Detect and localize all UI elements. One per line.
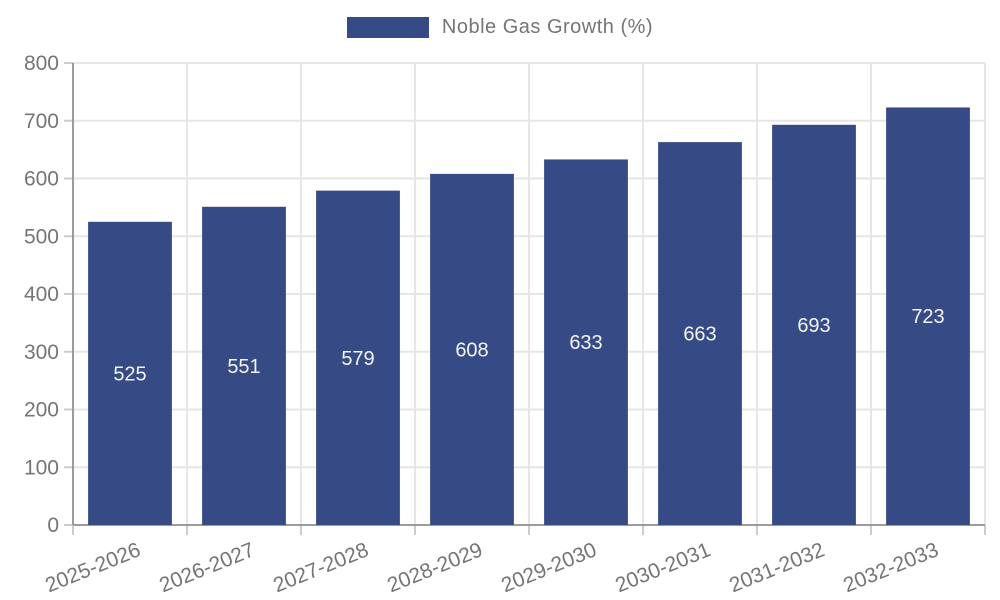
y-tick-label: 400 [24, 283, 59, 306]
bar-value-label: 693 [797, 315, 830, 337]
x-tick-label: 2028-2029 [384, 538, 486, 597]
bar-value-label: 551 [227, 356, 260, 378]
x-tick-label: 2032-2033 [840, 538, 942, 597]
y-tick-label: 600 [24, 168, 59, 191]
y-tick-label: 500 [24, 225, 59, 248]
bar-value-label: 579 [341, 348, 374, 370]
y-tick-label: 200 [24, 399, 59, 422]
bar[interactable] [202, 206, 286, 526]
bar[interactable] [658, 142, 742, 525]
bar[interactable] [316, 190, 400, 525]
legend[interactable]: Noble Gas Growth (%) [0, 16, 1000, 39]
x-tick-label: 2029-2030 [498, 538, 600, 597]
y-tick-label: 300 [24, 341, 59, 364]
y-tick-label: 100 [24, 456, 59, 479]
y-tick-label: 0 [47, 514, 59, 537]
bar[interactable] [886, 107, 970, 525]
x-tick-label: 2030-2031 [612, 538, 714, 597]
bar-value-label: 525 [113, 363, 146, 385]
x-tick-label: 2025-2026 [42, 538, 144, 597]
legend-label: Noble Gas Growth (%) [441, 16, 654, 38]
y-tick-label: 800 [24, 52, 59, 75]
legend-swatch [346, 17, 429, 38]
x-tick-label: 2026-2027 [156, 538, 258, 597]
bar[interactable] [544, 159, 628, 525]
x-tick-label: 2031-2032 [726, 538, 828, 597]
bar-value-label: 723 [911, 306, 944, 328]
bar[interactable] [430, 173, 514, 525]
bar-value-label: 663 [683, 324, 716, 346]
bar-value-label: 608 [455, 339, 488, 361]
bar-value-label: 633 [569, 332, 602, 354]
bar[interactable] [88, 221, 172, 525]
bar[interactable] [772, 124, 856, 525]
y-tick-label: 700 [24, 110, 59, 133]
x-tick-label: 2027-2028 [270, 538, 372, 597]
